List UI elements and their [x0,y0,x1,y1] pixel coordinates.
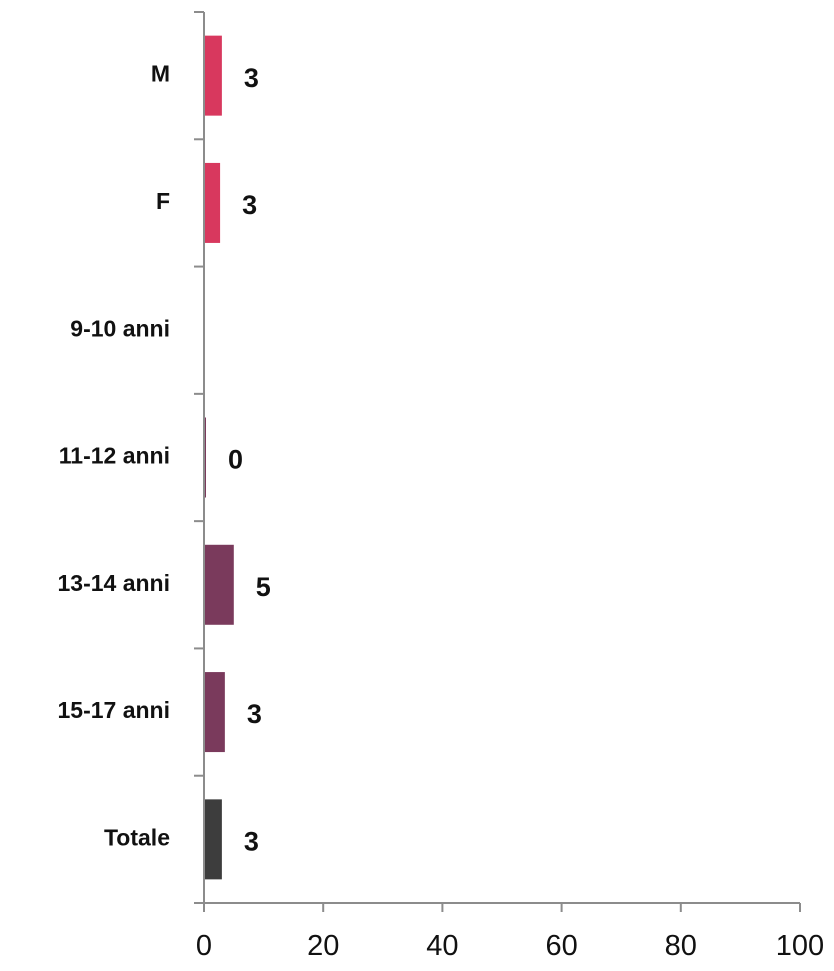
data-labels-group: 3 3 0 5 3 3 [228,63,271,857]
x-tick-label: 20 [307,930,339,962]
x-tick-label: 100 [776,930,824,962]
category-label: 13-14 anni [58,570,171,596]
x-tick-label: 40 [426,930,458,962]
bars-group [204,35,234,880]
category-label: F [156,188,170,214]
category-labels-group: M F 9-10 anni 11-12 anni 13-14 anni 15-17 ann… [58,61,171,851]
data-label: 3 [244,63,259,93]
data-label: 3 [247,699,262,729]
data-label: 5 [256,572,271,602]
category-label: 9-10 anni [70,315,170,341]
y-axis-ticks-group [194,11,204,904]
x-tick-label: 0 [196,930,212,962]
bar [204,162,221,243]
x-axis-ticks-group: 0 20 40 60 80 100 [196,903,824,962]
bar [204,672,225,753]
x-tick-label: 80 [665,930,697,962]
bar [204,35,222,116]
bar [204,544,234,625]
data-label: 0 [228,445,243,475]
category-label: 15-17 anni [58,697,171,723]
category-label: 11-12 anni [59,443,170,469]
data-label: 3 [242,190,257,220]
category-label: M [151,61,170,87]
x-tick-label: 60 [545,930,577,962]
data-label: 3 [244,826,259,856]
bar [204,799,222,880]
category-label: Totale [104,824,170,850]
